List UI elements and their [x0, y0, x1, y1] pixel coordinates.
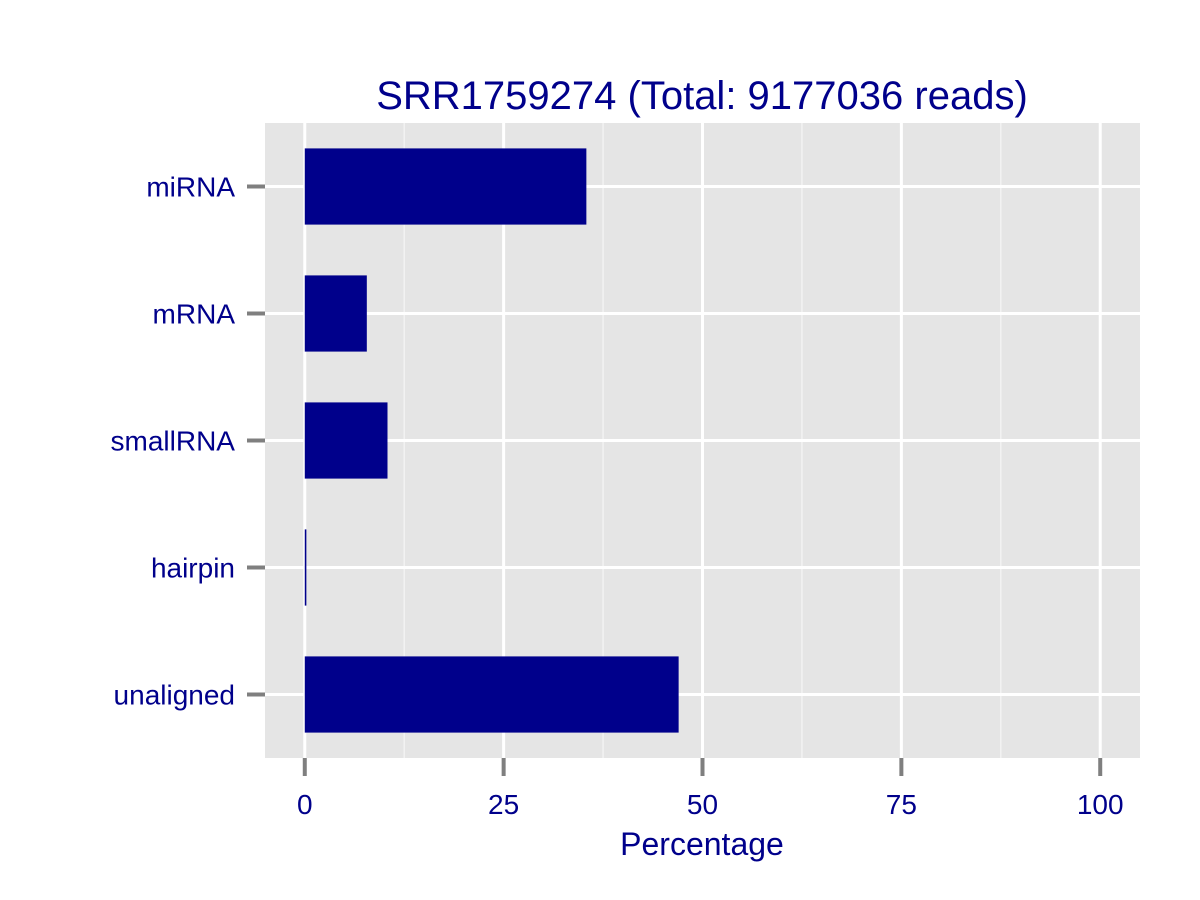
x-axis-label: Percentage — [620, 826, 784, 862]
y-axis: miRNA mRNA smallRNA hairpin unaligned — [111, 172, 265, 711]
y-tick-label: unaligned — [114, 680, 235, 711]
x-tick-label: 0 — [297, 789, 313, 820]
bars — [304, 148, 679, 733]
y-tick-label: mRNA — [153, 299, 236, 330]
x-tick-label: 100 — [1077, 789, 1124, 820]
bar-hairpin — [304, 529, 307, 606]
bar-mRNA — [304, 275, 367, 352]
x-tick-label: 75 — [886, 789, 917, 820]
chart-title: SRR1759274 (Total: 9177036 reads) — [376, 74, 1028, 118]
y-tick-label: hairpin — [151, 553, 235, 584]
y-tick-label: smallRNA — [111, 426, 236, 457]
y-tick-label: miRNA — [146, 172, 235, 203]
bar-smallRNA — [304, 402, 388, 479]
bar-miRNA — [304, 148, 587, 225]
grid-major — [265, 123, 1140, 758]
bar-unaligned — [304, 656, 679, 733]
x-tick-label: 25 — [488, 789, 519, 820]
x-axis: 0 25 50 75 100 — [297, 758, 1124, 820]
x-tick-label: 50 — [687, 789, 718, 820]
